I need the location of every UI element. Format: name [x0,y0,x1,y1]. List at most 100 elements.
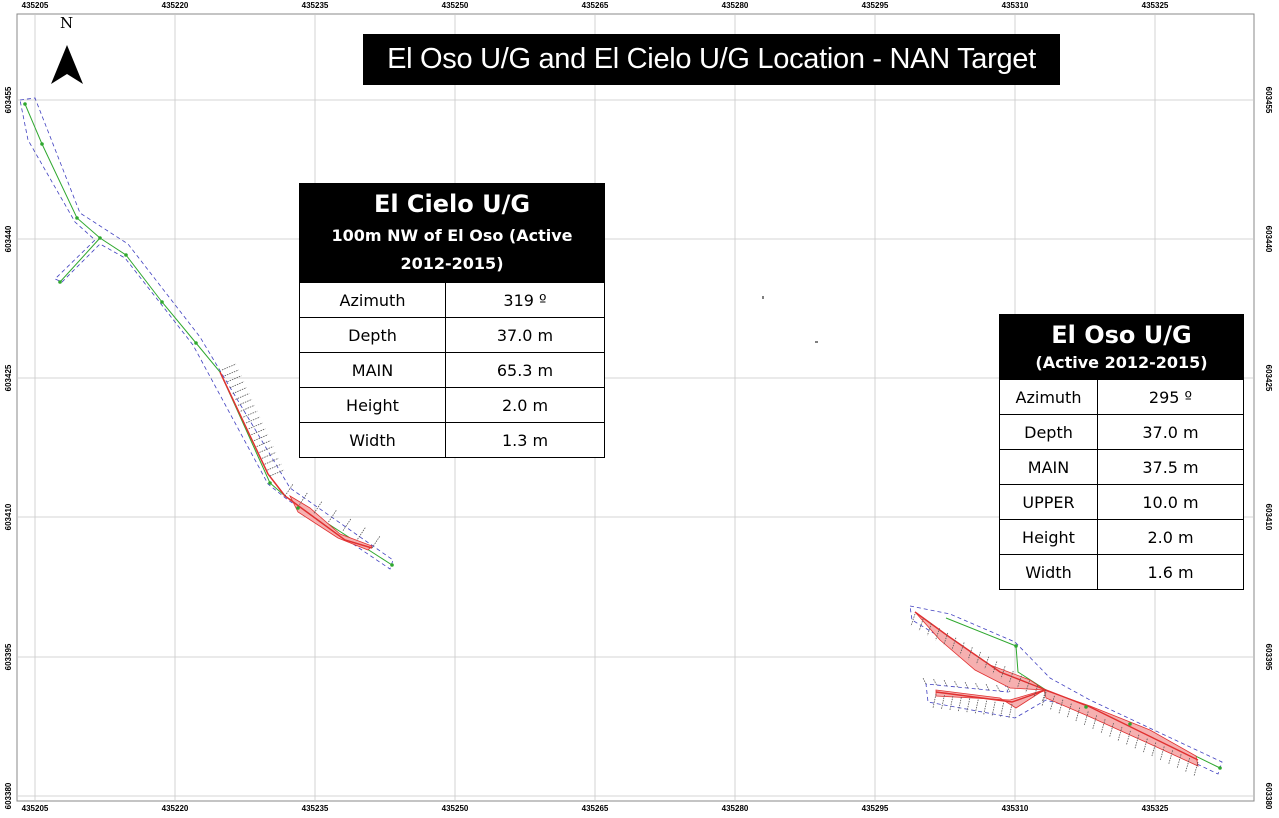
sample-tick [251,428,266,436]
el-cielo-title: El Cielo U/G [373,190,531,218]
sample-tick [966,698,971,713]
survey-station [1084,705,1088,709]
north-arrow-icon [51,45,83,84]
sample-tick [964,681,969,689]
sample-tick [943,632,949,646]
sample-tick [1000,666,1006,679]
el-oso-workings [909,605,1223,777]
cielo-label: MAIN [299,352,446,388]
cielo-value: 1.3 m [445,422,605,458]
easting-label-bottom: 435295 [862,804,889,813]
sample-tick [996,684,1000,692]
northing-label-left: 603380 [4,782,13,809]
axis-labels: 435205 435205 435220 435220 435235 435235 4352… [4,1,1273,813]
cielo-label: Width [299,422,446,458]
el-cielo-header: El Cielo U/G 100m NW of El Oso (Active 2… [299,183,605,283]
table-row: Depth 37.0 m [299,317,605,353]
cielo-label: Depth [299,317,446,353]
survey-station [40,142,44,146]
el-cielo-stations [23,102,394,567]
north-label: N [60,14,74,32]
sample-tick [933,678,937,686]
oso-value: 37.0 m [1097,414,1244,450]
sample-tick [951,637,957,650]
el-oso-sampled-line [914,611,1199,761]
oso-label: Depth [999,414,1098,450]
el-cielo-branch-line [59,237,101,283]
sample-tick [926,623,932,636]
sample-tick [243,410,258,418]
sample-tick [941,695,945,710]
sample-tick [1008,670,1014,684]
el-cielo-sampled-fill [289,494,373,551]
northing-label-right: 603395 [1264,644,1273,671]
survey-station [98,236,102,240]
sample-tick [975,682,979,690]
oso-label: UPPER [999,484,1098,520]
sample-tick [227,375,242,383]
sample-tick [224,369,239,377]
el-oso-survey-line [945,617,1221,769]
sample-tick [910,613,916,627]
survey-station [296,506,300,510]
easting-label-bottom: 435205 [22,804,49,813]
sample-tick [253,434,269,442]
sample-tick [1008,703,1013,719]
survey-station [1014,644,1018,648]
sample-tick [264,457,279,465]
northing-label-right: 603455 [1264,87,1273,114]
northing-label-right: 603425 [1264,365,1273,392]
el-cielo-sample-ticks [221,363,381,549]
sample-tick [954,680,958,688]
table-row: Height 2.0 m [299,387,605,423]
easting-label-bottom: 435235 [302,804,329,813]
sample-tick [935,628,940,641]
survey-station [194,341,198,345]
easting-label-bottom: 435310 [1002,804,1029,813]
sample-tick [261,451,277,459]
survey-station [1218,766,1222,770]
sample-tick [256,440,271,447]
easting-label-bottom: 435325 [1142,804,1169,813]
sample-tick [1000,702,1004,717]
easting-label-bottom: 435250 [442,804,469,813]
sample-tick [985,683,990,691]
sample-tick [932,693,937,709]
el-oso-upper-sampled-fill [914,611,1047,691]
survey-station [268,481,272,485]
table-row: Azimuth 295 º [999,379,1244,415]
sample-tick [949,696,954,711]
sample-tick [229,381,245,389]
el-oso-info-table: El Oso U/G (Active 2012-2015) Azimuth 295… [999,314,1244,590]
sample-tick [328,509,337,523]
easting-label-bottom: 435265 [582,804,609,813]
sample-tick [1033,685,1039,698]
el-oso-main-sampled-fill [1043,689,1199,767]
el-cielo-subtitle: 100m NW of El Oso (Active 2012-2015) [331,226,573,273]
survey-station [1128,722,1132,726]
el-cielo-outline [19,97,394,570]
easting-label-bottom: 435280 [722,804,749,813]
table-row: Width 1.6 m [999,554,1244,590]
table-row: Width 1.3 m [299,422,605,458]
sample-tick [959,642,965,655]
northing-label-right: 603380 [1264,783,1273,810]
sample-tick [1025,680,1031,693]
sample-tick [1017,675,1022,688]
sample-tick [943,679,948,687]
el-oso-header: El Oso U/G (Active 2012-2015) [999,314,1244,380]
sample-tick [922,677,927,685]
sample-tick [967,647,973,660]
survey-station [58,280,62,284]
cielo-value: 2.0 m [445,387,605,423]
survey-station [23,102,27,106]
table-row: Azimuth 319 º [299,282,605,318]
sample-tick [974,699,979,714]
sample-tick [248,422,263,430]
survey-station [124,253,128,257]
easting-label-top: 435235 [302,1,329,10]
easting-label-top: 435265 [582,1,609,10]
sample-tick [918,618,924,631]
sample-tick [342,518,352,531]
sample-tick [957,697,962,712]
